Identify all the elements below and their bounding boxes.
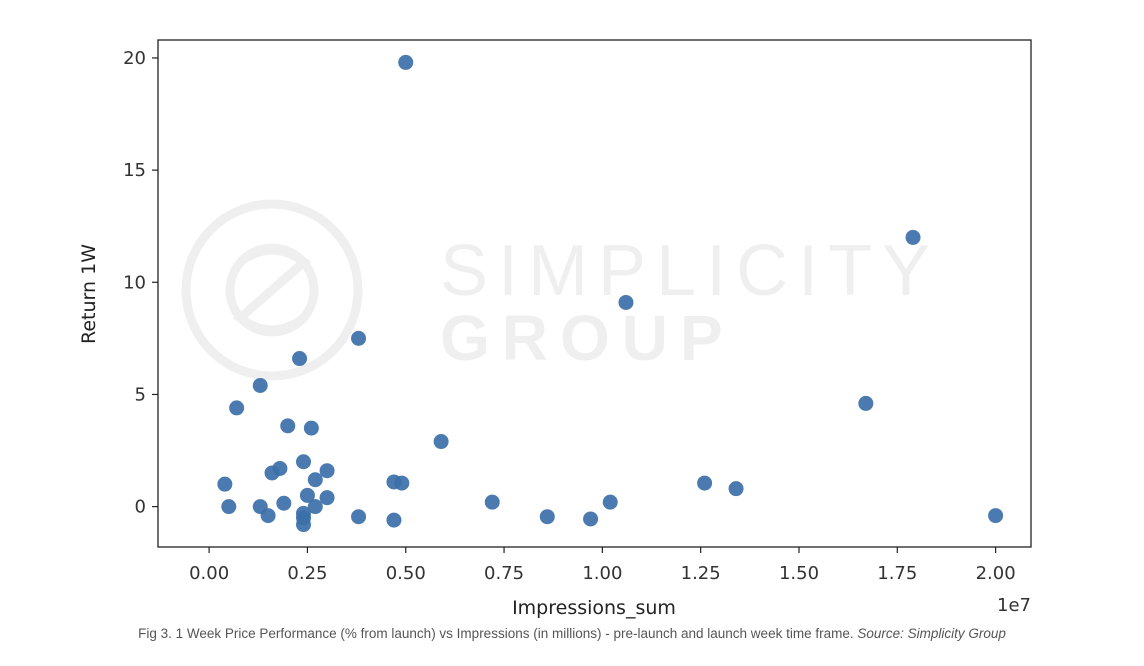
x-axis-label: Impressions_sum [512,597,676,619]
x-tick-label: 1.25 [681,563,721,584]
scatter-chart: SIMPLICITY GROUP 0.00 0.25 0.50 0.75 1.00 1.2… [78,39,1032,619]
watermark-line-2: GROUP [440,302,735,374]
data-point [307,472,323,488]
x-tick-label: 1.75 [877,563,917,584]
data-point [433,434,449,450]
y-tick-label: 20 [123,48,146,69]
data-point [292,351,308,367]
data-point [539,509,555,525]
data-point [728,481,744,497]
plot-frame [157,39,1032,548]
x-tick-label: 2.00 [976,563,1016,584]
x-axis-scale-label: 1e7 [997,595,1031,616]
data-point [296,517,311,533]
data-point [319,463,335,479]
data-point [905,229,921,245]
data-point [221,499,237,515]
x-tick-label: 0.00 [189,563,229,584]
data-point [583,511,599,527]
data-point [280,418,296,434]
caption-text: Fig 3. 1 Week Price Performance (% from … [138,626,854,641]
data-point [307,499,323,515]
y-axis-label: Return 1W [78,244,100,344]
watermark: SIMPLICITY GROUP [181,199,940,381]
data-point [303,420,319,436]
data-point [264,465,280,481]
data-point [276,495,292,511]
data-point [988,508,1004,524]
data-point [319,490,335,506]
data-points [217,54,1004,533]
y-tick-label: 15 [123,160,146,181]
data-point [484,494,500,510]
y-tick-label: 0 [135,497,146,518]
caption-source: Source: Simplicity Group [857,626,1006,641]
data-point [386,512,402,528]
x-tick-label: 1.00 [582,563,622,584]
data-point [252,377,268,393]
data-point [296,454,311,470]
data-point [602,494,618,510]
figure-caption: Fig 3. 1 Week Price Performance (% from … [0,626,1144,641]
data-point [394,475,410,491]
x-axis: 0.00 0.25 0.50 0.75 1.00 1.25 1.50 1.75 2.00 [189,547,1016,584]
watermark-logo [181,199,363,381]
x-tick-label: 1.50 [779,563,819,584]
y-tick-label: 5 [135,384,146,405]
data-point [618,294,634,310]
y-axis: 0 5 10 15 20 [123,48,158,518]
y-tick-label: 10 [123,272,146,293]
watermark-line-1: SIMPLICITY [440,231,940,311]
data-point [351,330,367,346]
x-tick-label: 0.75 [484,563,524,584]
data-point [217,476,233,492]
data-point [260,508,276,524]
data-point [229,400,245,416]
data-point [351,509,367,525]
x-tick-label: 0.50 [386,563,426,584]
data-point [398,54,414,70]
data-point [697,475,713,491]
data-point [299,487,315,503]
data-point [858,395,874,411]
x-tick-label: 0.25 [287,563,327,584]
